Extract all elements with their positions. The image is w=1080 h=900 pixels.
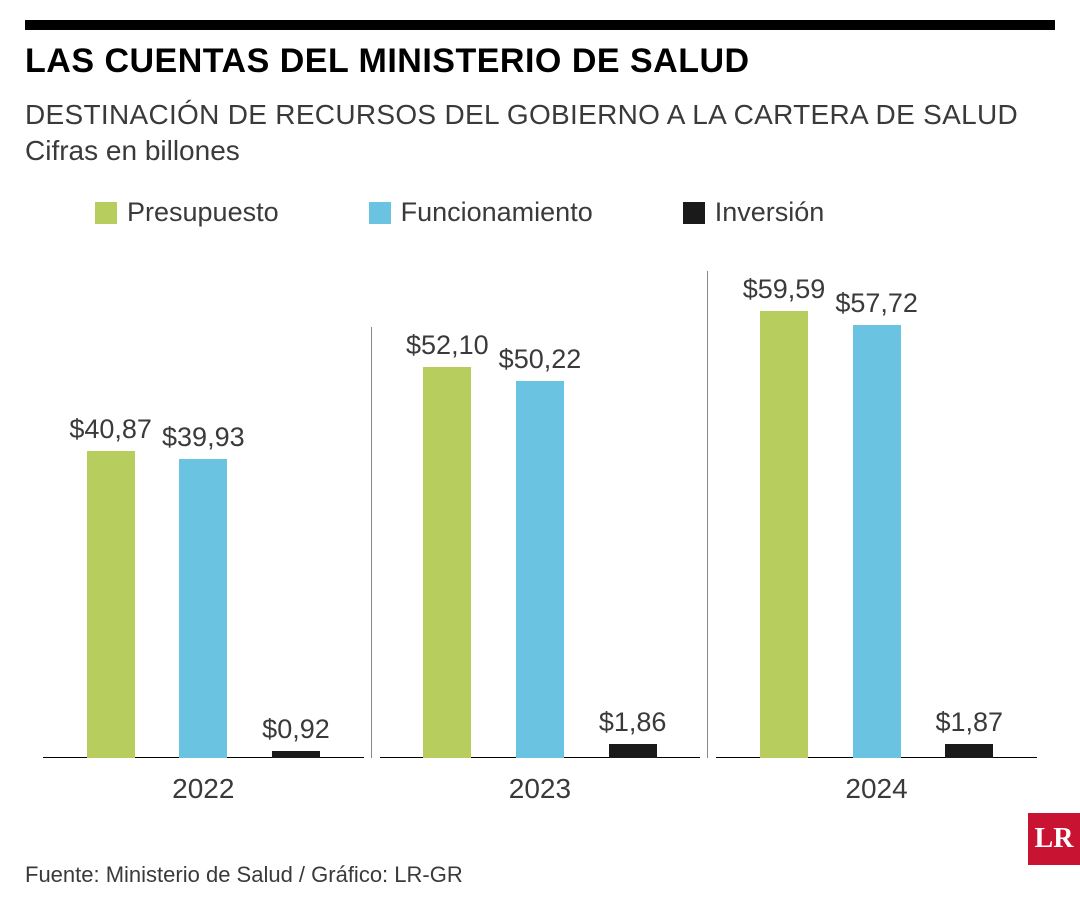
bar-value-label: $52,10 xyxy=(406,330,489,361)
bar xyxy=(853,325,901,758)
bar-value-label: $59,59 xyxy=(743,274,826,305)
bars-row: $59,59 $57,72 $1,87 xyxy=(708,253,1045,758)
bar-slot: $0,92 xyxy=(261,253,331,758)
bar-slot: $1,86 xyxy=(598,253,668,758)
chart-area: $40,87 $39,93 $0,92 $52,10 $50,22 $1,86 $59,59… xyxy=(35,253,1045,758)
bar-value-label: $57,72 xyxy=(835,288,918,319)
x-axis-year: 2022 xyxy=(35,773,372,805)
bar-slot: $1,87 xyxy=(934,253,1004,758)
legend-item-inversion: Inversión xyxy=(683,197,825,228)
bar xyxy=(945,744,993,758)
bar xyxy=(423,367,471,758)
legend-item-presupuesto: Presupuesto xyxy=(95,197,279,228)
chart-title: LAS CUENTAS DEL MINISTERIO DE SALUD xyxy=(25,42,1055,81)
bar-value-label: $39,93 xyxy=(162,422,245,453)
bar-value-label: $0,92 xyxy=(262,714,330,745)
year-group-2023: $52,10 $50,22 $1,86 xyxy=(372,253,709,758)
legend-swatch-presupuesto xyxy=(95,202,117,224)
bar xyxy=(760,311,808,758)
legend-swatch-funcionamiento xyxy=(369,202,391,224)
chart-units: Cifras en billones xyxy=(25,135,1055,167)
bar xyxy=(272,751,320,758)
legend-label-funcionamiento: Funcionamiento xyxy=(401,197,593,228)
bar-slot: $40,87 xyxy=(76,253,146,758)
bar xyxy=(87,451,135,758)
x-axis-year: 2024 xyxy=(708,773,1045,805)
bar-value-label: $1,87 xyxy=(936,707,1004,738)
bar xyxy=(179,459,227,758)
bar-value-label: $40,87 xyxy=(69,414,152,445)
x-axis-labels: 202220232024 xyxy=(35,773,1045,805)
bar-slot: $50,22 xyxy=(505,253,575,758)
bar-slot: $59,59 xyxy=(749,253,819,758)
lr-badge: LR xyxy=(1028,813,1080,865)
chart-subtitle: DESTINACIÓN DE RECURSOS DEL GOBIERNO A L… xyxy=(25,99,1055,131)
x-axis-year: 2023 xyxy=(372,773,709,805)
bar-slot: $52,10 xyxy=(412,253,482,758)
bar xyxy=(516,381,564,758)
legend: Presupuesto Funcionamiento Inversión xyxy=(25,197,1055,228)
year-group-2022: $40,87 $39,93 $0,92 xyxy=(35,253,372,758)
legend-swatch-inversion xyxy=(683,202,705,224)
bars-row: $52,10 $50,22 $1,86 xyxy=(372,253,709,758)
source-text: Fuente: Ministerio de Salud / Gráfico: L… xyxy=(25,862,463,888)
legend-label-presupuesto: Presupuesto xyxy=(127,197,279,228)
bar-slot: $39,93 xyxy=(168,253,238,758)
bar xyxy=(609,744,657,758)
bar-value-label: $1,86 xyxy=(599,707,667,738)
legend-label-inversion: Inversión xyxy=(715,197,825,228)
bar-slot: $57,72 xyxy=(842,253,912,758)
year-group-2024: $59,59 $57,72 $1,87 xyxy=(708,253,1045,758)
bar-value-label: $50,22 xyxy=(499,344,582,375)
top-rule xyxy=(25,20,1055,30)
legend-item-funcionamiento: Funcionamiento xyxy=(369,197,593,228)
bars-row: $40,87 $39,93 $0,92 xyxy=(35,253,372,758)
